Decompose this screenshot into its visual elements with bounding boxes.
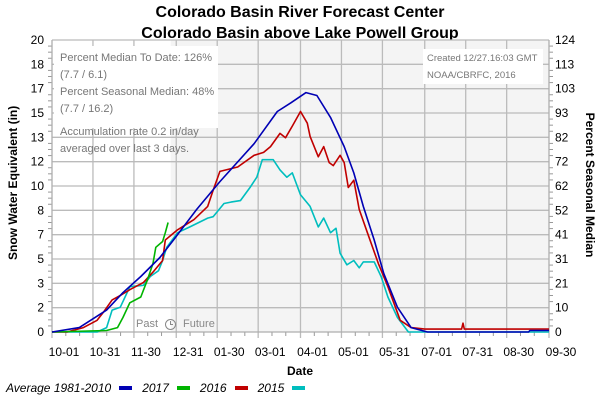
x-tick-label: 08-30: [503, 345, 534, 359]
legend-label-2016: 2016: [199, 381, 227, 395]
percent-seasonal-median: Percent Seasonal Median: 48% (7.7 / 16.2…: [60, 86, 215, 115]
y-tick-label: 8: [37, 203, 44, 217]
series-line-2017: [51, 222, 169, 333]
x-tick-label: 10-31: [90, 345, 121, 359]
x-tick-label: 01-30: [214, 345, 245, 359]
x-tick-label: 07-01: [421, 345, 452, 359]
y2-tick-label: 113: [555, 57, 574, 71]
accumulation-note: averaged over last 3 days.: [60, 143, 190, 155]
clock-icon: [165, 318, 177, 330]
y-tick-label: 3: [37, 276, 44, 290]
y2-axis-label: Percent Seasonal Median: [583, 112, 597, 258]
percent-median-to-date: Percent Median To Date: 126% (7.7 / 6.1): [60, 52, 213, 81]
y2-tick-label: 21: [555, 276, 569, 290]
legend-swatch-2016: [234, 386, 248, 390]
legend: Average 1981-2010 2017 2016 2015: [6, 381, 315, 395]
y-tick-label: 12: [31, 155, 45, 169]
y-tick-label: 20: [31, 33, 45, 47]
past-future-marker: Past Future: [136, 318, 215, 330]
y-tick-label: 18: [31, 57, 45, 71]
legend-swatch-2015: [292, 386, 306, 390]
legend-label-average: Average 1981-2010: [6, 381, 112, 395]
y2-tick-label: 10: [555, 301, 569, 315]
created-timestamp: Created 12/27.16:03 GMT: [427, 53, 538, 64]
future-label: Future: [183, 318, 215, 330]
y2-tick-label: 0: [555, 325, 562, 339]
accumulation-rate: Accumulation rate 0.2 in/day: [60, 126, 199, 138]
legend-label-2017: 2017: [142, 381, 169, 395]
past-label: Past: [136, 318, 159, 330]
x-axis-label: Date: [286, 364, 313, 378]
stats-box: Percent Median To Date: 126% (7.7 / 6.1)…: [54, 46, 218, 155]
x-tick-label: 03-01: [255, 345, 286, 359]
chart-title-line2: Colorado Basin above Lake Powell Group: [141, 25, 459, 42]
series-line-2016: [52, 110, 549, 333]
x-tick-label: 05-01: [338, 345, 369, 359]
x-tick-label: 10-01: [49, 345, 80, 359]
y-tick-label: 13: [31, 130, 45, 144]
y-tick-label: 5: [37, 252, 44, 266]
legend-label-2015: 2015: [257, 381, 285, 395]
x-tick-label: 11-30: [131, 345, 161, 359]
y-tick-label: 0: [37, 325, 44, 339]
legend-swatch-average: [119, 386, 133, 390]
legend-swatch-2017: [176, 386, 190, 390]
chart-title-line1: Colorado Basin River Forecast Center: [155, 4, 445, 21]
x-tick-label: 04-01: [297, 345, 328, 359]
y2-tick-label: 93: [555, 106, 569, 120]
y2-tick-label: 62: [555, 179, 569, 193]
y-tick-label: 2: [37, 301, 44, 315]
y-tick-label: 15: [31, 106, 45, 120]
y2-tick-label: 72: [555, 155, 569, 169]
created-source: NOAA/CBRFC, 2016: [427, 70, 516, 81]
y-axis-label: Snow Water Equivalent (in): [6, 105, 20, 260]
y2-tick-label: 103: [555, 82, 575, 96]
y-tick-label: 10: [31, 179, 45, 193]
y2-tick-label: 124: [555, 33, 575, 47]
y2-tick-label: 41: [555, 228, 569, 242]
y2-tick-label: 31: [555, 252, 569, 266]
series-line-2015: [52, 158, 549, 333]
x-tick-label: 12-31: [173, 345, 204, 359]
y-tick-label: 7: [37, 228, 44, 242]
created-box: Created 12/27.16:03 GMT NOAA/CBRFC, 2016: [423, 49, 543, 84]
y-tick-label: 17: [31, 82, 45, 96]
x-tick-label: 09-30: [546, 345, 577, 359]
series-line-average-1981-2010: [51, 91, 549, 333]
x-tick-label: 05-31: [379, 345, 410, 359]
y2-tick-label: 82: [555, 130, 569, 144]
x-tick-label: 07-31: [462, 345, 493, 359]
y2-tick-label: 52: [555, 203, 569, 217]
